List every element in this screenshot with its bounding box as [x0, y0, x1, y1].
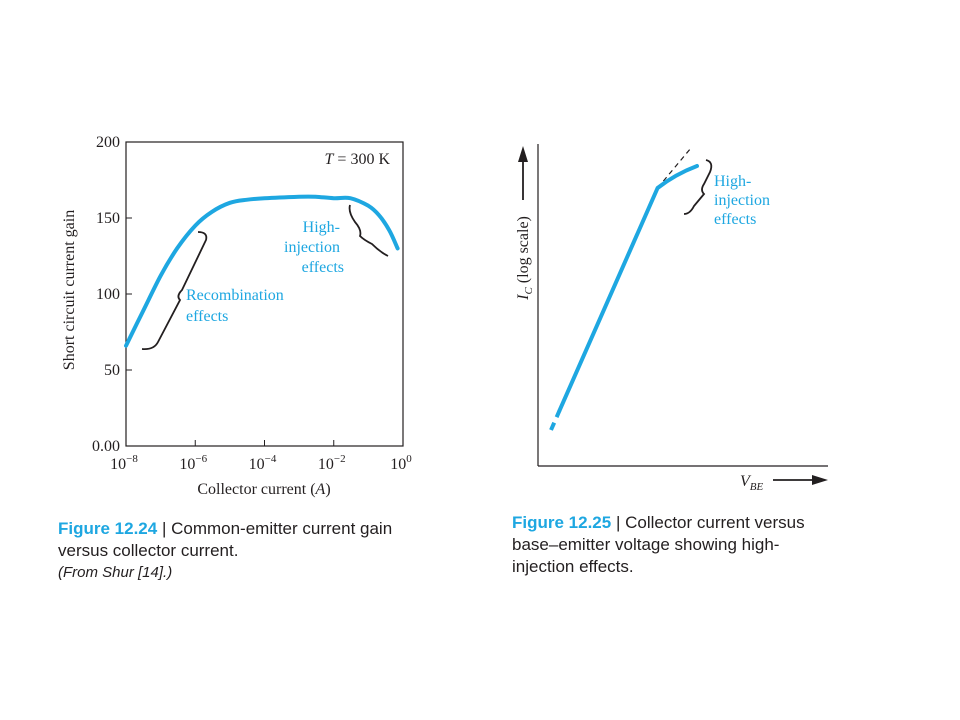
- recombination-label: Recombination effects: [186, 287, 288, 325]
- caption-text: Common-emitter current gain versus colle…: [58, 519, 393, 560]
- x-tick-label: 100: [390, 453, 412, 473]
- caption-separator: |: [611, 513, 626, 532]
- y-tick-label: 100: [96, 286, 120, 303]
- x-axis-arrow-icon: [812, 475, 828, 485]
- x-axis-label: Collector current (A): [197, 481, 330, 498]
- recombination-brace: [141, 231, 208, 351]
- y-axis-label: IC (log scale): [515, 216, 535, 301]
- ic-vs-vbe-chart: IC (log scale) VBE High- injection effec…: [515, 144, 828, 493]
- ic-curve: [557, 164, 699, 413]
- caption-text: Collector current versus base–emitter vo…: [512, 513, 805, 576]
- y-axis-ticks: 0.00 50 100 150 200: [92, 134, 132, 455]
- temperature-label: T = 300 K: [325, 151, 391, 168]
- x-tick-label: 10−4: [249, 453, 277, 473]
- high-injection-label-left: High- injection effects: [284, 219, 344, 276]
- high-injection-brace-left: [348, 204, 389, 257]
- y-axis-arrow-icon: [518, 146, 528, 162]
- caption-separator: |: [157, 519, 172, 538]
- caption-source: (From Shur [14].): [58, 564, 173, 581]
- ic-curve-low-current-dashed: [549, 409, 562, 431]
- figure-12-25-caption: Figure 12.25 | Collector current versus …: [512, 512, 832, 578]
- y-axis-label: Short circuit current gain: [61, 210, 78, 370]
- y-tick-label: 50: [104, 362, 120, 379]
- x-tick-label: 10−8: [110, 453, 138, 473]
- high-injection-brace-right: [683, 159, 713, 215]
- x-axis-label: VBE: [740, 473, 764, 493]
- gain-curve: [124, 194, 400, 348]
- y-tick-label: 0.00: [92, 438, 120, 455]
- high-injection-label-right: High- injection effects: [714, 173, 774, 228]
- x-tick-label: 10−6: [179, 453, 207, 473]
- figure-number: Figure 12.25: [512, 513, 612, 532]
- y-tick-label: 200: [96, 134, 120, 151]
- figure-12-24-caption: Figure 12.24 | Common-emitter current ga…: [58, 518, 398, 584]
- x-tick-label: 10−2: [318, 453, 346, 473]
- gain-vs-collector-current-chart: 0.00 50 100 150 200 10−8 10−6 10−4 10−2 100 Shor…: [61, 134, 412, 498]
- y-tick-label: 150: [96, 210, 120, 227]
- figure-number: Figure 12.24: [58, 519, 158, 538]
- x-axis-ticks: 10−8 10−6 10−4 10−2 100: [110, 440, 412, 473]
